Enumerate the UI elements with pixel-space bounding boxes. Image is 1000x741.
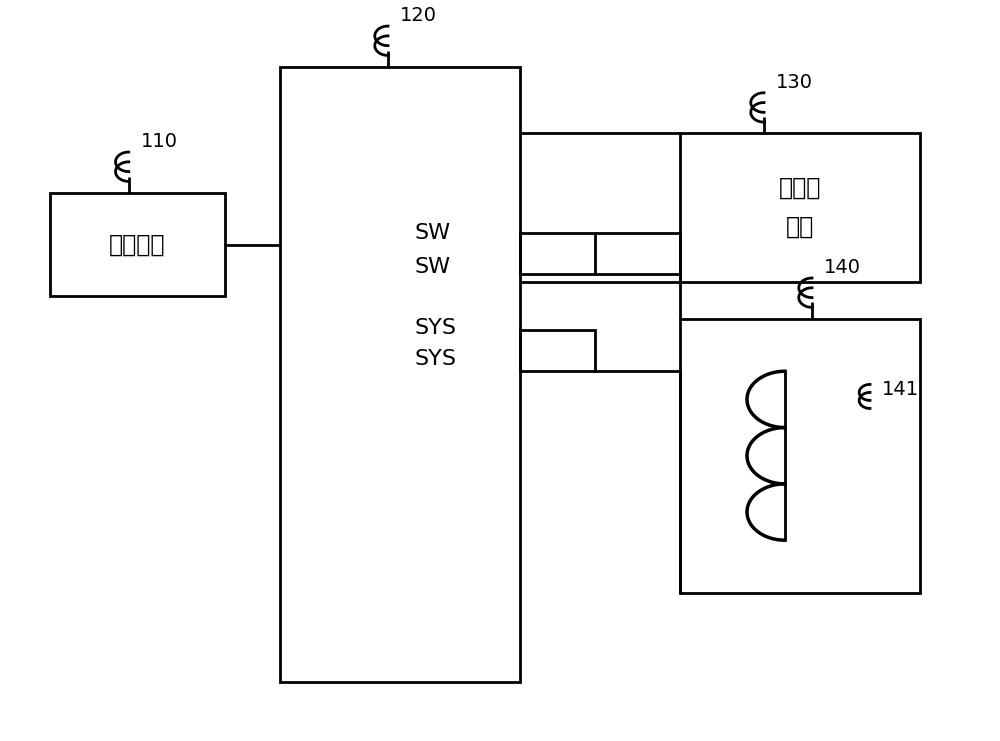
Text: SW: SW xyxy=(415,224,451,243)
Bar xyxy=(680,319,920,593)
Text: 140: 140 xyxy=(824,258,861,277)
Text: SW: SW xyxy=(415,257,451,276)
Text: 120: 120 xyxy=(400,6,437,25)
Text: 直流电源: 直流电源 xyxy=(109,233,166,256)
Text: 待充电
电池: 待充电 电池 xyxy=(779,176,821,239)
Bar xyxy=(280,67,520,682)
Text: 110: 110 xyxy=(141,132,178,151)
Bar xyxy=(680,133,920,282)
Bar xyxy=(50,193,225,296)
Bar xyxy=(520,330,595,370)
Text: 130: 130 xyxy=(776,73,813,92)
Text: SYS: SYS xyxy=(415,350,457,369)
Text: SYS: SYS xyxy=(415,318,457,337)
Bar xyxy=(520,233,595,274)
Text: 141: 141 xyxy=(882,379,919,399)
